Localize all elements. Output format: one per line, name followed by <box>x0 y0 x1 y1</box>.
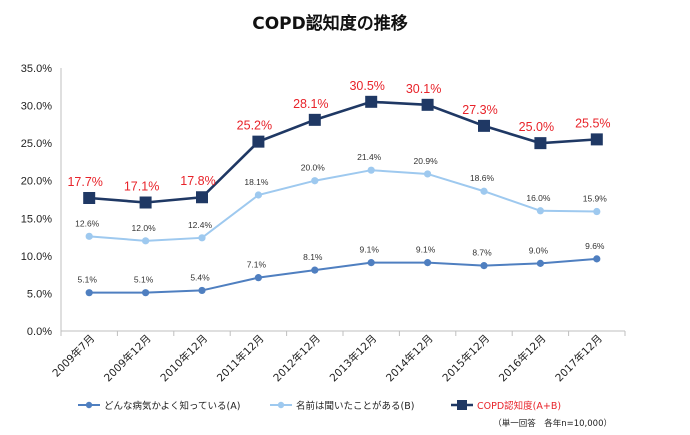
data-point-circle <box>536 259 545 267</box>
data-point-circle <box>367 259 375 267</box>
data-point-circle <box>142 237 150 245</box>
data-label: 21.4% <box>357 152 382 162</box>
data-point-circle <box>85 232 93 240</box>
data-label: 12.6% <box>75 218 100 228</box>
x-tick-label: 2009年12月 <box>101 332 153 384</box>
y-tick-label: 30.0% <box>21 101 52 113</box>
x-tick-label: 2009年7月 <box>50 332 98 380</box>
series-line-2 <box>89 100 597 204</box>
data-point-circle <box>254 274 262 282</box>
data-point-circle <box>480 262 488 270</box>
data-point-circle <box>85 289 93 297</box>
data-label: 30.5% <box>349 79 384 93</box>
x-tick-label: 2016年12月 <box>496 332 548 384</box>
data-point-circle <box>424 170 432 178</box>
chart-legend: どんな病気かよく知っている(A) 名前は聞いたことがある(B) COPD認知度(A+… <box>78 400 561 412</box>
data-label: 15.9% <box>583 194 608 204</box>
data-point-square <box>308 113 321 126</box>
data-label: 18.1% <box>244 177 269 187</box>
data-label: 25.5% <box>575 116 610 130</box>
data-point-circle <box>536 207 545 215</box>
data-point-circle <box>311 266 319 274</box>
data-label: 28.1% <box>293 97 328 111</box>
data-label: 9.6% <box>585 241 605 251</box>
data-point-circle <box>311 177 319 185</box>
data-point-square <box>83 191 96 204</box>
x-tick-label: 2010年12月 <box>158 332 210 384</box>
data-point-square <box>196 191 208 204</box>
x-tick-label: 2012年12月 <box>271 332 323 384</box>
data-label: 20.0% <box>301 163 326 173</box>
legend-label: 名前は聞いたことがある(B) <box>296 400 414 412</box>
chart-title: COPD認知度の推移 <box>252 13 408 34</box>
data-point-square <box>365 95 378 108</box>
data-label: 25.0% <box>519 120 554 134</box>
data-label: 8.7% <box>472 248 492 258</box>
x-tick-label: 2011年12月 <box>214 332 266 384</box>
data-point-square <box>478 119 490 132</box>
data-label: 17.8% <box>180 174 215 188</box>
data-point-square <box>421 98 434 111</box>
data-point-circle <box>142 289 150 297</box>
data-label: 18.6% <box>470 173 495 183</box>
x-tick-label: 2014年12月 <box>383 332 435 384</box>
data-label: 5.1% <box>78 275 98 285</box>
legend-marker-square <box>457 400 467 410</box>
data-label: 5.4% <box>190 272 210 282</box>
data-label: 27.3% <box>462 103 497 117</box>
data-label: 7.1% <box>247 260 267 270</box>
data-point-circle <box>367 166 375 174</box>
data-point-circle <box>424 259 432 267</box>
data-point-circle <box>254 191 262 199</box>
data-point-circle <box>593 255 601 263</box>
data-label: 20.9% <box>414 156 439 166</box>
legend-label: COPD認知度(A+B) <box>477 400 561 412</box>
data-point-square <box>139 196 152 209</box>
chart-lines <box>83 95 603 297</box>
data-label: 12.4% <box>188 220 213 230</box>
x-tick-label: 2015年12月 <box>440 332 492 384</box>
data-label: 16.0% <box>526 193 551 203</box>
data-label: 17.1% <box>124 180 159 194</box>
data-label: 12.0% <box>132 223 157 233</box>
data-point-circle <box>593 207 601 216</box>
x-tick-label: 2013年12月 <box>327 332 379 384</box>
data-point-circle <box>198 234 206 242</box>
y-tick-label: 15.0% <box>21 213 52 225</box>
y-tick-label: 5.0% <box>27 288 52 300</box>
data-point-square <box>590 133 603 146</box>
data-label: 9.1% <box>360 245 380 255</box>
data-point-square <box>252 135 265 148</box>
legend-marker-circle <box>85 401 93 409</box>
data-label: 5.1% <box>134 275 154 285</box>
x-tick-label: 2017年12月 <box>553 332 605 384</box>
data-label: 9.0% <box>529 245 549 255</box>
y-tick-label: 35.0% <box>21 63 52 75</box>
data-point-circle <box>480 187 488 195</box>
data-point-circle <box>198 286 206 295</box>
data-label: 25.2% <box>237 119 272 133</box>
series-line-1 <box>89 169 597 242</box>
y-tick-label: 25.0% <box>21 138 52 150</box>
data-label: 9.1% <box>416 245 436 255</box>
legend-marker-circle <box>277 401 285 409</box>
data-point-square <box>534 137 547 150</box>
y-tick-label: 0.0% <box>27 326 52 338</box>
chart-axes: 0.0% 5.0% 10.0% 15.0% 20.0% 25.0% 30.0% 35.0% 20… <box>21 63 626 384</box>
chart-data-labels: 5.1% 5.1% 5.4% 7.1% 8.1% 9.1% 9.1% 8.7% 9.0% 9.6%… <box>67 79 610 285</box>
y-tick-label: 20.0% <box>21 176 52 188</box>
data-label: 30.1% <box>406 82 441 96</box>
legend-label: どんな病気かよく知っている(A) <box>104 400 240 412</box>
data-label: 17.7% <box>67 175 102 189</box>
sample-note: （単一回答 各年n=10,000） <box>493 418 612 429</box>
data-label: 8.1% <box>303 252 323 262</box>
series-line-0 <box>89 257 597 294</box>
y-tick-label: 10.0% <box>21 251 52 263</box>
